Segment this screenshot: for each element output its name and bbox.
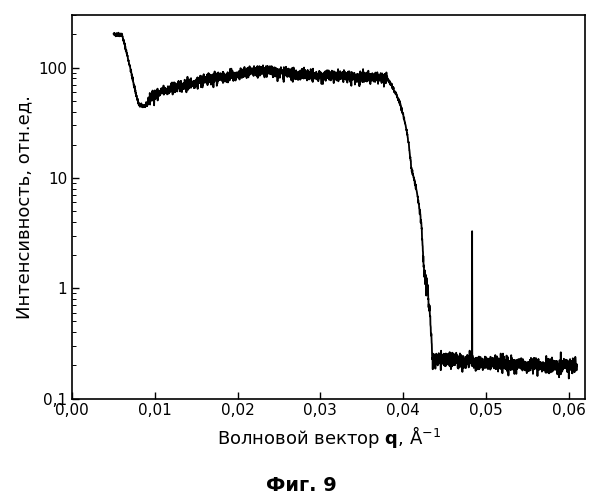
Y-axis label: Интенсивность, отн.ед.: Интенсивность, отн.ед. [15,95,33,319]
Text: Фиг. 9: Фиг. 9 [265,476,337,495]
X-axis label: Волновой вектор $\mathbf{q}$, Å$^{-1}$: Волновой вектор $\mathbf{q}$, Å$^{-1}$ [217,424,441,450]
